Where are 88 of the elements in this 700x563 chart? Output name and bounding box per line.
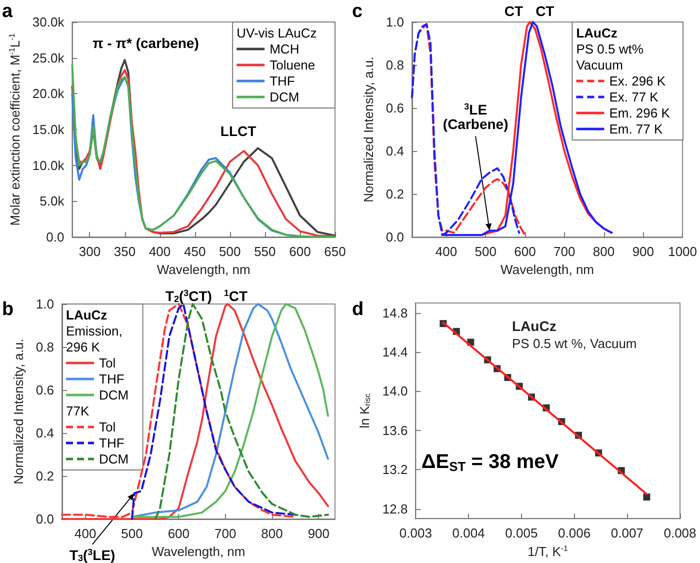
legend-label: Ex. 296 K [609,74,666,88]
x-tick-label: 0.007 [610,526,644,541]
x-tick-label: 450 [184,244,206,259]
x-tick-label: 400 [74,526,96,541]
x-tick-label: 800 [592,244,615,260]
y-tick-label: 1.0 [36,296,54,312]
text: c [352,1,363,22]
legend-label: Toluene [270,58,316,72]
annotation: CT [504,3,524,19]
x-tick-label: 500 [121,526,143,541]
y-tick-label: 0.0 [46,230,64,244]
legend-label: Em. 296 K [609,106,670,120]
legend-title: LAuCz PS 0.5 wt% Vacuum [576,26,644,72]
legend-label: THF [99,436,124,450]
y-tick-label: 0.8 [386,58,404,73]
y-tick-label: 14.4 [382,344,408,360]
y-tick-label: 0.0 [386,230,404,245]
x-tick-label: 650 [324,244,346,259]
y-tick-label: 14.0 [382,384,408,399]
x-tick-label: 700 [554,244,576,260]
x-tick-label: 600 [168,526,190,541]
y-axis-title: Normalized Intensity, a.u. [361,56,376,202]
x-tick-label: 1000 [668,244,697,260]
text: b [2,299,14,320]
y-tick-label: 12.8 [382,501,408,516]
y-tick-label: 0.0 [36,512,54,526]
y-tick-label: 13.2 [382,462,408,478]
x-tick-label: 300 [78,244,101,259]
x-tick-label: 500 [219,244,241,259]
x-tick-label: 550 [254,244,276,259]
x-tick-label: 350 [114,244,136,259]
y-tick-label: 0.8 [36,340,54,354]
x-axis-title: Wavelength, nm [156,262,250,277]
annotation: π - π* (carbene) [92,34,199,51]
legend-label: MCH [270,42,300,56]
text: a [2,1,13,22]
y-tick-label: 10.0k [32,158,65,173]
x-axis-title: Wavelength, nm [500,262,594,277]
x-tick-label: 900 [308,526,330,541]
x-tick-label: 0.004 [452,526,485,541]
y-tick-label: 15.0k [32,122,65,137]
y-tick-label: 25.0k [32,50,65,66]
y-tick-label: 0.6 [36,382,54,398]
x-tick-label: 0.005 [505,526,538,541]
x-tick-label: 600 [514,244,536,260]
y-tick-label: 0.2 [386,186,404,202]
legend-label: THF [270,74,295,88]
y-tick-label: 0.6 [386,100,404,116]
y-axis-title: Molar extinction coefficient, M-1L-1 [8,32,22,226]
legend-label: DCM [99,388,129,402]
x-tick-label: 600 [289,244,311,259]
text: PS 0.5 wt %, Vacuum [512,336,637,351]
legend-label: Tol [99,420,116,434]
legend-title: UV-vis LAuCz [236,26,317,40]
annotation: 77K [66,404,90,418]
annotation: LLCT [220,123,257,139]
x-tick-label: 0.006 [558,526,591,541]
y-tick-label: 14.8 [382,305,408,320]
y-tick-label: 1.0 [386,14,404,30]
y-tick-label: 0.4 [386,144,404,159]
x-tick-label: 400 [435,244,458,260]
y-tick-label: 0.2 [36,468,54,484]
y-tick-label: 20.0k [32,86,65,102]
point [643,494,650,501]
legend-label: Ex. 77 K [609,90,659,104]
y-tick-label: 5.0k [40,194,65,209]
legend-label: DCM [270,90,300,104]
y-axis-title: Normalized Intensity, a.u. [11,338,26,484]
text: LAuCz [512,318,556,334]
legend-label: Em. 77 K [609,122,663,136]
x-tick-label: 500 [474,244,496,260]
y-tick-label: 30.0k [32,14,65,30]
y-axis-title: ln Krisc [357,393,372,428]
legend-label: THF [99,372,124,386]
x-tick-label: 700 [214,526,236,541]
x-axis-title: Wavelength, nm [152,544,246,559]
legend-title: LAuCz Emission, 296 K [66,308,122,354]
text: d [352,299,364,320]
x-tick-label: 0.008 [664,526,696,541]
x-tick-label: 900 [632,244,654,260]
x-tick-label: 800 [261,526,283,541]
annotation: CT [536,3,555,19]
x-tick-label: 0.003 [399,526,432,541]
legend-label: DCM [99,452,129,466]
y-tick-label: 13.6 [382,422,408,438]
x-tick-label: 400 [148,244,171,259]
legend-label: Tol [99,356,116,370]
y-tick-label: 0.4 [36,426,54,440]
